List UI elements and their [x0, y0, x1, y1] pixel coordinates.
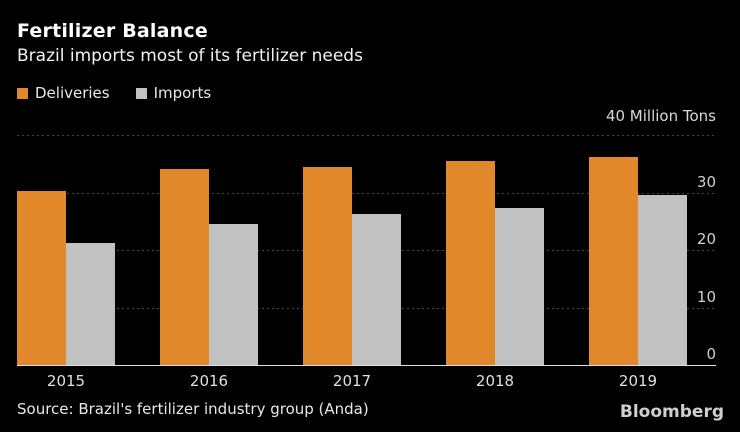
legend-item-imports: Imports — [135, 84, 212, 102]
x-axis-label-2016: 2016 — [189, 372, 229, 390]
legend-item-deliveries: Deliveries — [17, 84, 110, 102]
source-note: Source: Brazil's fertilizer industry gro… — [17, 400, 369, 418]
bar-deliveries-2019 — [589, 156, 638, 365]
bar-imports-2015 — [66, 243, 115, 365]
x-axis-label-2015: 2015 — [46, 372, 86, 390]
legend-swatch-deliveries — [17, 87, 28, 99]
legend-swatch-imports — [135, 87, 147, 99]
bar-imports-2018 — [495, 208, 544, 365]
y-tick-label-0: 0 — [706, 345, 716, 363]
y-tick-label-30: 30 — [696, 172, 716, 191]
x-axis-label-2019: 2019 — [618, 372, 658, 390]
y-tick-label-20: 20 — [696, 230, 716, 248]
y-tick-label-10: 10 — [696, 287, 716, 306]
x-axis-line — [17, 365, 716, 366]
bar-deliveries-2015 — [17, 191, 66, 365]
chart-title: Fertilizer Balance — [17, 20, 208, 42]
legend: Deliveries Imports — [17, 84, 211, 102]
bar-imports-2016 — [209, 224, 258, 365]
gridline-40 — [17, 135, 716, 136]
bar-deliveries-2016 — [160, 168, 209, 365]
bar-imports-2019 — [638, 195, 687, 365]
bloomberg-logo: Bloomberg — [619, 402, 724, 422]
chart-subtitle: Brazil imports most of its fertilizer ne… — [17, 46, 363, 66]
y-axis-unit-label: 40 Million Tons — [605, 107, 716, 125]
plot-area: 0 10 20 30 — [17, 135, 716, 366]
bar-deliveries-2017 — [303, 167, 352, 365]
x-axis-label-2018: 2018 — [475, 372, 515, 390]
bar-deliveries-2018 — [446, 160, 495, 365]
legend-label: Imports — [153, 84, 212, 102]
bar-imports-2017 — [352, 214, 401, 365]
legend-label: Deliveries — [35, 84, 110, 102]
gridline-30 — [17, 192, 716, 194]
x-axis-label-2017: 2017 — [332, 372, 372, 390]
